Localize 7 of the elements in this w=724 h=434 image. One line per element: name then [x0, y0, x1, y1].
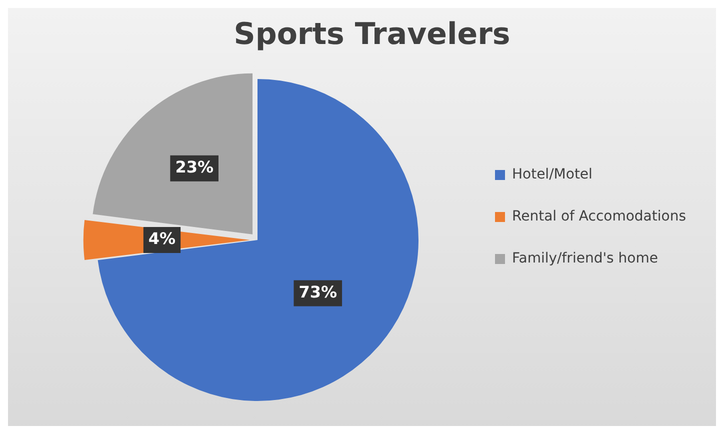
- legend-label: Hotel/Motel: [512, 166, 592, 183]
- data-label: 23%: [175, 158, 214, 177]
- legend-label: Family/friend's home: [512, 250, 658, 267]
- legend-label: Rental of Accomodations: [512, 208, 686, 225]
- data-label: 73%: [298, 282, 338, 302]
- chart-title: Sports Travelers: [234, 16, 510, 52]
- data-label: 4%: [148, 229, 176, 248]
